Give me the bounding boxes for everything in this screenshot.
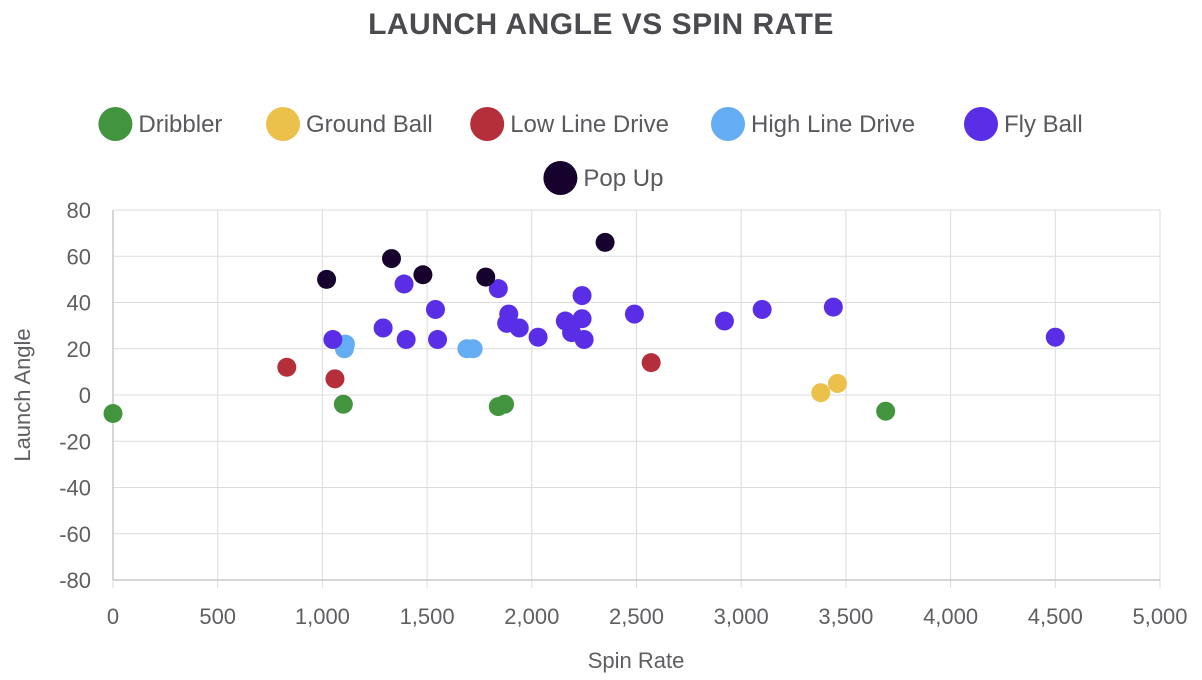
legend-label: Low Line Drive — [510, 111, 669, 138]
scatter-point[interactable] — [382, 249, 402, 269]
x-tick-label: 3,500 — [818, 604, 873, 629]
y-axis-title: Launch Angle — [10, 328, 35, 461]
y-tick-label: -60 — [59, 522, 91, 547]
scatter-point[interactable] — [333, 394, 353, 414]
scatter-point[interactable] — [752, 299, 772, 319]
scatter-point[interactable] — [828, 373, 848, 393]
scatter-point[interactable] — [317, 269, 337, 289]
legend-item[interactable]: Low Line Drive — [470, 107, 669, 141]
scatter-point[interactable] — [325, 369, 345, 389]
x-tick-label: 4,000 — [923, 604, 978, 629]
legend-item[interactable]: High Line Drive — [711, 107, 915, 141]
scatter-point[interactable] — [488, 279, 508, 299]
legend-label: Ground Ball — [306, 111, 433, 138]
y-tick-label: -40 — [59, 476, 91, 501]
x-axis-title: Spin Rate — [588, 648, 685, 673]
scatter-point[interactable] — [1045, 327, 1065, 347]
y-tick-label: -80 — [59, 568, 91, 593]
x-tick-labels: 0 500 1,000 1,500 2,000 2,500 3,000 3,500 4,000 4… — [107, 604, 1188, 629]
y-tick-label: 60 — [67, 244, 91, 269]
legend-item[interactable]: Ground Ball — [266, 107, 433, 141]
legend-marker — [711, 107, 745, 141]
legend-label: Fly Ball — [1004, 111, 1083, 138]
legend-marker — [98, 107, 133, 141]
scatter-point[interactable] — [876, 401, 896, 421]
scatter-point[interactable] — [413, 265, 433, 285]
x-tick-label: 1,000 — [295, 604, 350, 629]
y-tick-label: -20 — [59, 429, 91, 454]
axes — [112, 210, 1160, 581]
legend-item[interactable]: Dribbler — [98, 107, 222, 141]
scatter-point[interactable] — [714, 311, 734, 331]
y-tick-label: 20 — [67, 337, 91, 362]
scatter-point[interactable] — [103, 404, 123, 423]
legend-label: Pop Up — [583, 165, 663, 192]
scatter-point[interactable] — [425, 299, 445, 319]
legend-item[interactable]: Pop Up — [543, 161, 663, 195]
scatter-point[interactable] — [528, 327, 548, 347]
data-points — [103, 232, 1065, 423]
legend-marker — [470, 107, 505, 141]
scatter-point[interactable] — [476, 267, 496, 287]
scatter-point[interactable] — [574, 330, 594, 349]
scatter-point[interactable] — [624, 304, 644, 324]
scatter-point[interactable] — [595, 232, 615, 252]
series-low-line-drive — [277, 353, 661, 389]
scatter-point[interactable] — [811, 383, 831, 403]
y-tick-labels: 80 60 40 20 0 -20 -40 -60 -80 — [59, 198, 91, 593]
scatter-point[interactable] — [495, 394, 515, 414]
legend-marker — [266, 107, 300, 141]
series-dribbler — [103, 394, 896, 423]
scatter-point[interactable] — [396, 330, 416, 349]
y-tick-label: 0 — [79, 383, 91, 408]
x-grid — [112, 210, 1161, 588]
x-tick-label: 3,000 — [714, 604, 769, 629]
x-tick-label: 2,000 — [504, 604, 559, 629]
x-tick-label: 5,000 — [1132, 604, 1187, 629]
scatter-point[interactable] — [463, 339, 483, 359]
x-tick-label: 2,500 — [609, 604, 664, 629]
y-tick-label: 80 — [67, 198, 91, 223]
scatter-point[interactable] — [373, 318, 393, 338]
chart-title: LAUNCH ANGLE VS SPIN RATE — [368, 8, 834, 41]
x-tick-label: 1,500 — [400, 604, 455, 629]
x-tick-label: 500 — [199, 604, 236, 629]
x-tick-label: 4,500 — [1028, 604, 1083, 629]
scatter-point[interactable] — [572, 309, 592, 329]
scatter-point[interactable] — [572, 286, 592, 306]
scatter-point[interactable] — [428, 330, 448, 349]
series-ground-ball — [811, 373, 848, 403]
x-tick-label: 0 — [107, 604, 119, 629]
scatter-point[interactable] — [641, 353, 661, 373]
legend-item[interactable]: Fly Ball — [964, 107, 1083, 141]
scatter-point[interactable] — [823, 297, 843, 317]
scatter-point[interactable] — [499, 304, 519, 324]
scatter-point[interactable] — [394, 274, 414, 294]
scatter-point[interactable] — [323, 330, 343, 349]
legend: Dribbler Ground Ball Low Line Drive High Li… — [98, 107, 1083, 195]
series-fly-ball — [323, 274, 1065, 349]
y-tick-label: 40 — [67, 291, 91, 316]
legend-label: Dribbler — [138, 111, 222, 138]
legend-marker — [964, 107, 998, 141]
scatter-point[interactable] — [509, 318, 529, 338]
series-pop-up — [317, 232, 615, 289]
legend-marker — [543, 161, 578, 195]
legend-label: High Line Drive — [751, 111, 915, 138]
scatter-point[interactable] — [277, 357, 297, 377]
